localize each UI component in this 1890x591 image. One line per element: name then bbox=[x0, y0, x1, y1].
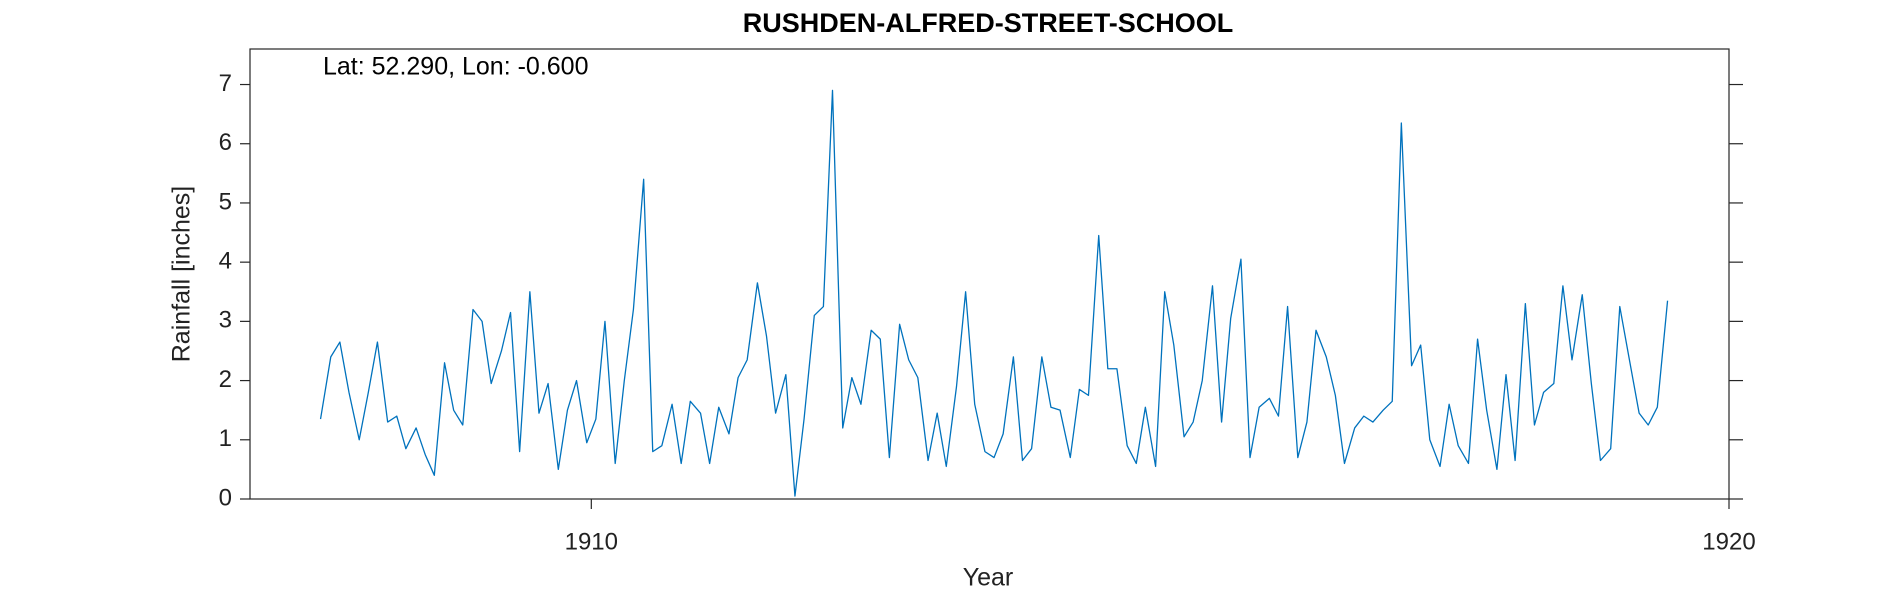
y-axis-label: Rainfall [inches] bbox=[168, 186, 196, 362]
x-axis-label: Year bbox=[963, 564, 1014, 591]
data-line bbox=[319, 89, 1669, 497]
annotation: Lat: 52.290, Lon: -0.600 bbox=[323, 53, 589, 81]
plot-frame bbox=[249, 48, 1730, 500]
y-tick-label: 5 bbox=[219, 188, 232, 215]
y-tick-label: 1 bbox=[219, 425, 232, 452]
chart-title: RUSHDEN-ALFRED-STREET-SCHOOL bbox=[743, 8, 1234, 38]
x-tick-label: 1920 bbox=[1702, 528, 1755, 555]
y-tick-label: 2 bbox=[219, 366, 232, 393]
y-tick-label: 6 bbox=[219, 129, 232, 156]
y-tick-label: 3 bbox=[219, 307, 232, 334]
y-tick-label: 7 bbox=[219, 70, 232, 97]
x-tick-label: 1910 bbox=[565, 528, 618, 555]
y-tick-label: 4 bbox=[219, 248, 232, 275]
y-tick-label: 0 bbox=[219, 484, 232, 511]
